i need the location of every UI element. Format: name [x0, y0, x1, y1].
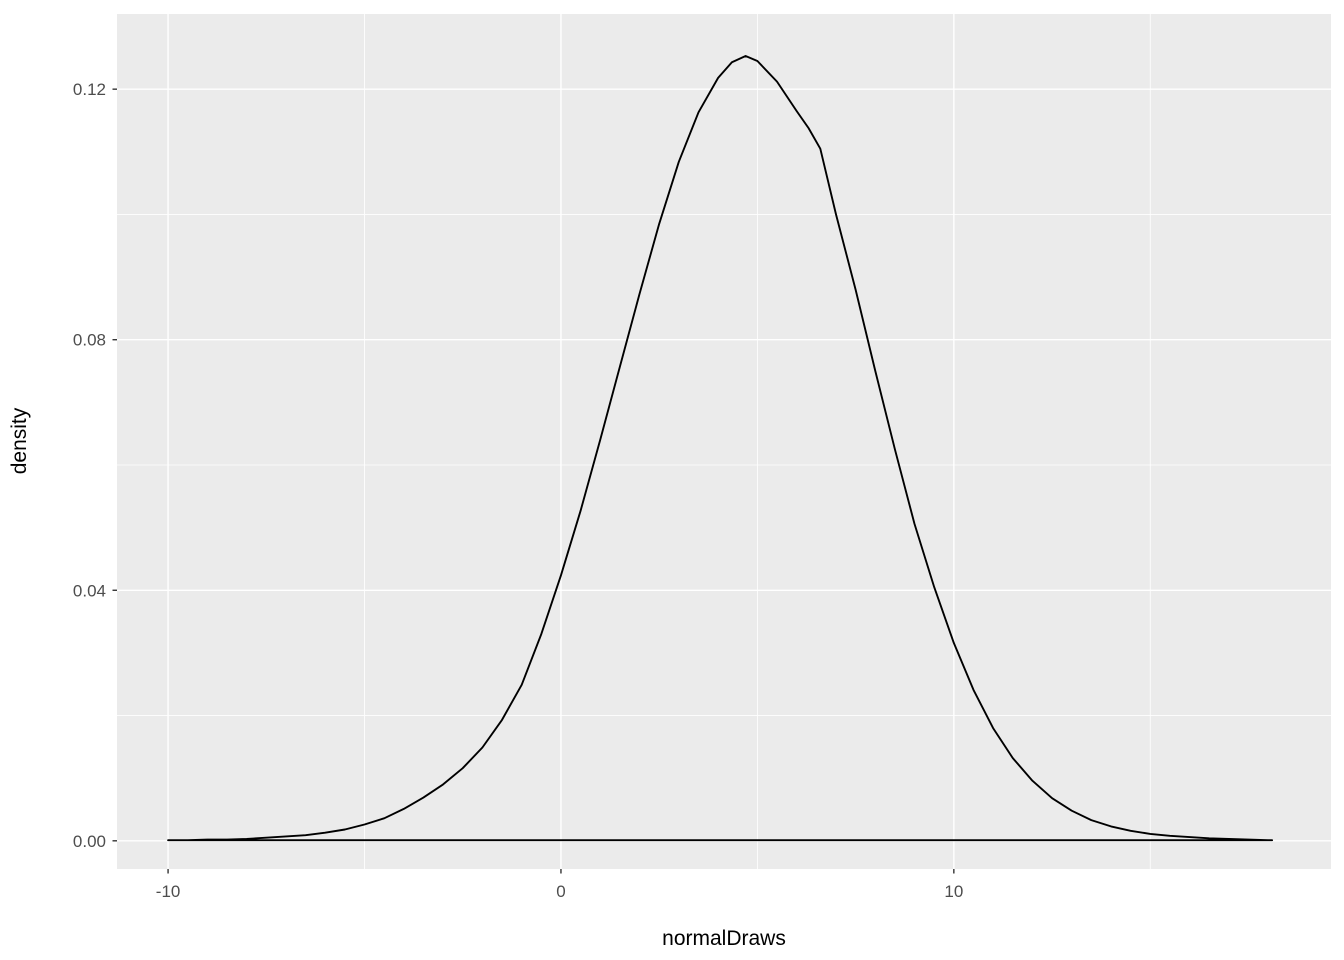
y-tick-label: 0.12: [73, 80, 106, 99]
x-tick-label: 0: [556, 882, 565, 901]
y-tick-label: 0.08: [73, 331, 106, 350]
x-tick-label: 10: [944, 882, 963, 901]
panel-background: [117, 14, 1331, 869]
y-tick-label: 0.04: [73, 581, 106, 600]
y-axis-title: density: [8, 407, 31, 474]
chart-layer: -10 0 10 0.00 0.04 0.08 0.12: [73, 14, 1331, 901]
x-axis-title: normalDraws: [662, 927, 786, 950]
y-tick-label: 0.00: [73, 832, 106, 851]
density-curve: [167, 55, 1274, 842]
x-tick-label: -10: [156, 882, 181, 901]
